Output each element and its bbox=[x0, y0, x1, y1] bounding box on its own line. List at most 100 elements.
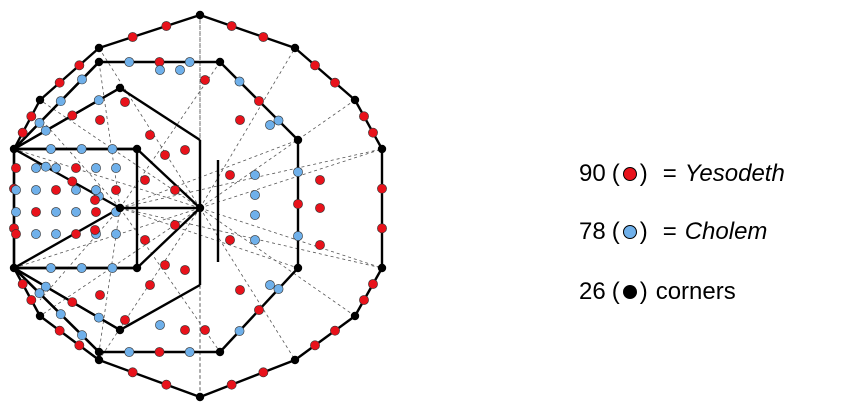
legend-count-corners: 26 bbox=[579, 278, 606, 305]
dashed-edge bbox=[199, 207, 383, 269]
legend-row-cholem: 78 ( ) = Cholem bbox=[579, 218, 768, 245]
yesodeth-dot bbox=[74, 340, 85, 351]
cholem-dot bbox=[155, 320, 165, 330]
dashed-edge bbox=[119, 207, 299, 269]
corner-dot bbox=[115, 203, 125, 213]
yesodeth-dot bbox=[90, 195, 100, 205]
dashed-edge bbox=[98, 47, 201, 209]
yesodeth-dot bbox=[315, 240, 325, 250]
dots bbox=[9, 10, 387, 402]
yesodeth-dot bbox=[127, 367, 138, 378]
outer-edge bbox=[353, 267, 384, 317]
corner-dot bbox=[115, 325, 125, 335]
cholem-dot bbox=[124, 347, 135, 357]
yesodeth-dot bbox=[200, 75, 210, 85]
corner-dot bbox=[115, 83, 125, 93]
yesodeth-dot bbox=[90, 225, 100, 235]
cholem-dot bbox=[51, 229, 61, 239]
yesodeth-dot bbox=[161, 379, 172, 390]
legend-row-corners: 26 ( ) corners bbox=[579, 278, 736, 305]
yesodeth-dot bbox=[226, 21, 237, 31]
cholem-dot bbox=[31, 163, 41, 173]
corner-dot bbox=[293, 135, 303, 145]
yesodeth-dot bbox=[54, 77, 65, 88]
yesodeth-dot bbox=[95, 115, 105, 125]
inner-edge bbox=[136, 148, 201, 209]
yesodeth-dot bbox=[67, 176, 78, 187]
corner-dot bbox=[215, 57, 225, 67]
yesodeth-dot bbox=[54, 325, 65, 336]
corner-dot bbox=[35, 311, 45, 321]
cholem-dot bbox=[46, 144, 56, 154]
yesodeth-dot bbox=[111, 185, 121, 195]
yesodeth-dot bbox=[330, 77, 340, 88]
yesodeth-dot bbox=[120, 315, 130, 325]
cholem-dot bbox=[265, 280, 275, 290]
corner-dot bbox=[195, 203, 205, 213]
cholem-dot bbox=[234, 326, 245, 336]
dashed-edge bbox=[13, 207, 201, 269]
yesodeth-dot bbox=[377, 223, 387, 234]
cholem-dot bbox=[40, 161, 51, 172]
dashed-edge bbox=[199, 47, 296, 209]
fan-edge bbox=[13, 61, 100, 150]
fan-edge bbox=[13, 147, 121, 210]
corner-dot bbox=[377, 263, 387, 273]
outer-edge bbox=[39, 315, 100, 361]
corner-dot bbox=[290, 43, 300, 53]
cholem-dot bbox=[184, 57, 195, 67]
cholem-dot bbox=[31, 185, 41, 195]
dashed-edge bbox=[199, 148, 383, 209]
yesodeth-dot bbox=[26, 111, 37, 122]
yesodeth-dot bbox=[180, 145, 190, 155]
legend-row-yesodeth: 90 ( ) = Yesodeth bbox=[579, 160, 785, 187]
legend-name-cholem: Cholem bbox=[684, 218, 768, 245]
corner-dot bbox=[215, 347, 225, 357]
cholem-dot bbox=[293, 167, 303, 177]
yesodeth-dot bbox=[310, 340, 320, 351]
yesodeth-dot bbox=[235, 115, 245, 125]
yesodeth-dot bbox=[170, 220, 180, 230]
cholem-dot bbox=[34, 288, 45, 299]
yesodeth-dot bbox=[11, 229, 21, 239]
corner-dot bbox=[94, 355, 104, 365]
cholem-dot bbox=[55, 96, 66, 107]
inner-edge bbox=[119, 86, 201, 142]
blue-dot-icon bbox=[622, 225, 637, 239]
yesodeth-dot bbox=[67, 297, 78, 307]
yesodeth-dot bbox=[377, 183, 387, 194]
inner-edge bbox=[136, 207, 201, 269]
yesodeth-dot bbox=[127, 32, 138, 42]
cholem-dot bbox=[40, 125, 51, 136]
cholem-dot bbox=[293, 231, 303, 241]
yesodeth-dot bbox=[170, 185, 180, 195]
yesodeth-dot bbox=[254, 96, 264, 106]
corner-dot bbox=[350, 311, 360, 321]
yesodeth-dot bbox=[330, 325, 340, 336]
cholem-dot bbox=[111, 229, 121, 239]
corner-dot bbox=[35, 95, 45, 105]
yesodeth-dot bbox=[258, 367, 269, 378]
dashed-edge bbox=[199, 99, 356, 209]
yesodeth-dot bbox=[17, 127, 28, 138]
cholem-dot bbox=[71, 207, 81, 217]
outer-edge bbox=[98, 13, 201, 50]
outer-edge bbox=[12, 99, 42, 150]
yesodeth-dot bbox=[226, 379, 237, 390]
outer-edge bbox=[98, 358, 201, 399]
yesodeth-dot bbox=[160, 260, 170, 270]
cholem-dot bbox=[93, 312, 104, 323]
corner-dot bbox=[132, 144, 142, 154]
yesodeth-dot bbox=[51, 185, 61, 195]
black-dot-icon bbox=[622, 285, 637, 299]
dashed-edge bbox=[39, 117, 121, 209]
red-dot-icon bbox=[622, 167, 637, 181]
corner-dot bbox=[94, 43, 104, 53]
yesodeth-dot bbox=[95, 290, 105, 300]
corner-dot bbox=[290, 355, 300, 365]
corner-dot bbox=[350, 95, 360, 105]
corner-dot bbox=[9, 263, 19, 273]
cholem-dot bbox=[77, 330, 87, 341]
yesodeth-dot bbox=[235, 285, 245, 295]
yesodeth-dot bbox=[161, 21, 172, 31]
